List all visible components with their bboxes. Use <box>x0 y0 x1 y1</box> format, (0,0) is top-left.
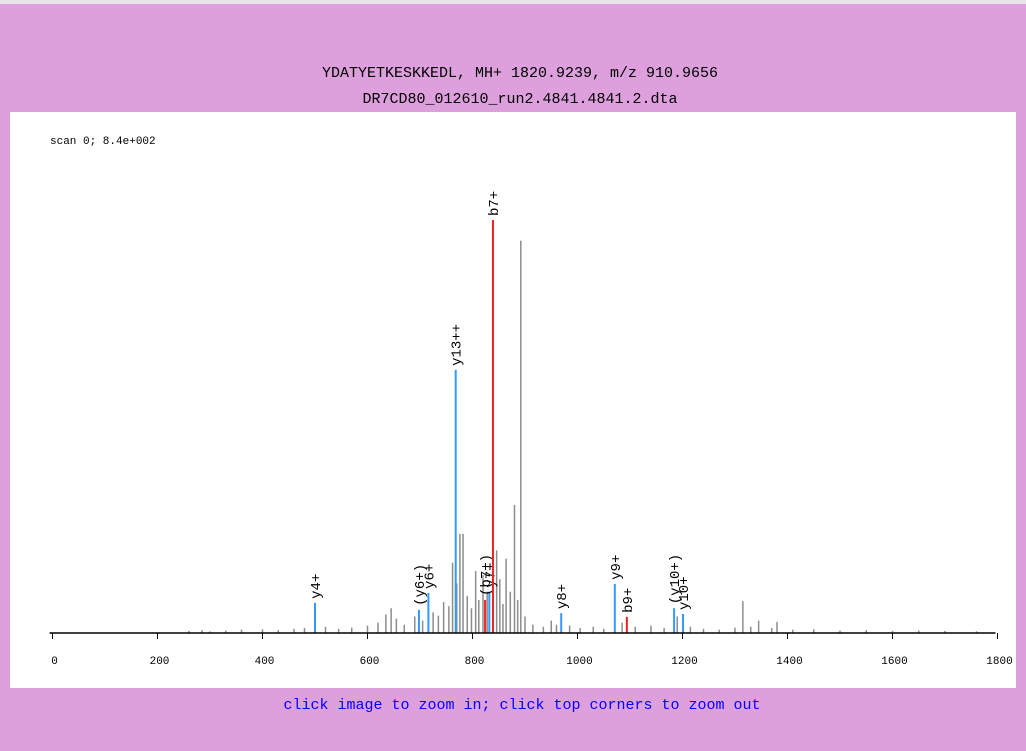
chart-subtitle: DR7CD80_012610_run2.4841.4841.2.dta <box>362 91 677 108</box>
x-tick-label: 1000 <box>566 656 592 668</box>
x-tick-label: 400 <box>255 656 275 668</box>
peak-label: y10+ <box>677 576 693 610</box>
x-tick-label: 1600 <box>881 656 907 668</box>
peak-label: y4+ <box>309 574 325 599</box>
peak-label: y8+ <box>555 584 571 609</box>
x-tick-label: 800 <box>465 656 485 668</box>
x-tick-label: 0 <box>51 656 58 668</box>
peak-label: y6+ <box>422 564 438 589</box>
peak-label: y7+ <box>483 562 499 587</box>
peak-label: b7+ <box>487 191 503 216</box>
peak-label: b9+ <box>621 588 637 613</box>
top-border <box>0 0 1026 4</box>
zoom-hint[interactable]: click image to zoom in; click top corner… <box>283 697 760 714</box>
x-tick-label: 1800 <box>986 656 1012 668</box>
scan-annotation: scan 0; 8.4e+002 <box>50 136 156 148</box>
plot-panel[interactable] <box>10 112 1016 688</box>
peak-label: (y6+) <box>413 564 429 606</box>
peak-label: y9+ <box>609 555 625 580</box>
x-tick-label: 1400 <box>776 656 802 668</box>
chart-title: YDATYETKESKKEDL, MH+ 1820.9239, m/z 910.… <box>322 65 718 82</box>
x-tick-label: 200 <box>150 656 170 668</box>
x-tick-label: 600 <box>360 656 380 668</box>
x-tick-label: 1200 <box>671 656 697 668</box>
peak-label: (b7+) <box>479 554 495 596</box>
peak-label: (y10+) <box>668 554 684 604</box>
peak-label: y13++ <box>450 324 466 366</box>
